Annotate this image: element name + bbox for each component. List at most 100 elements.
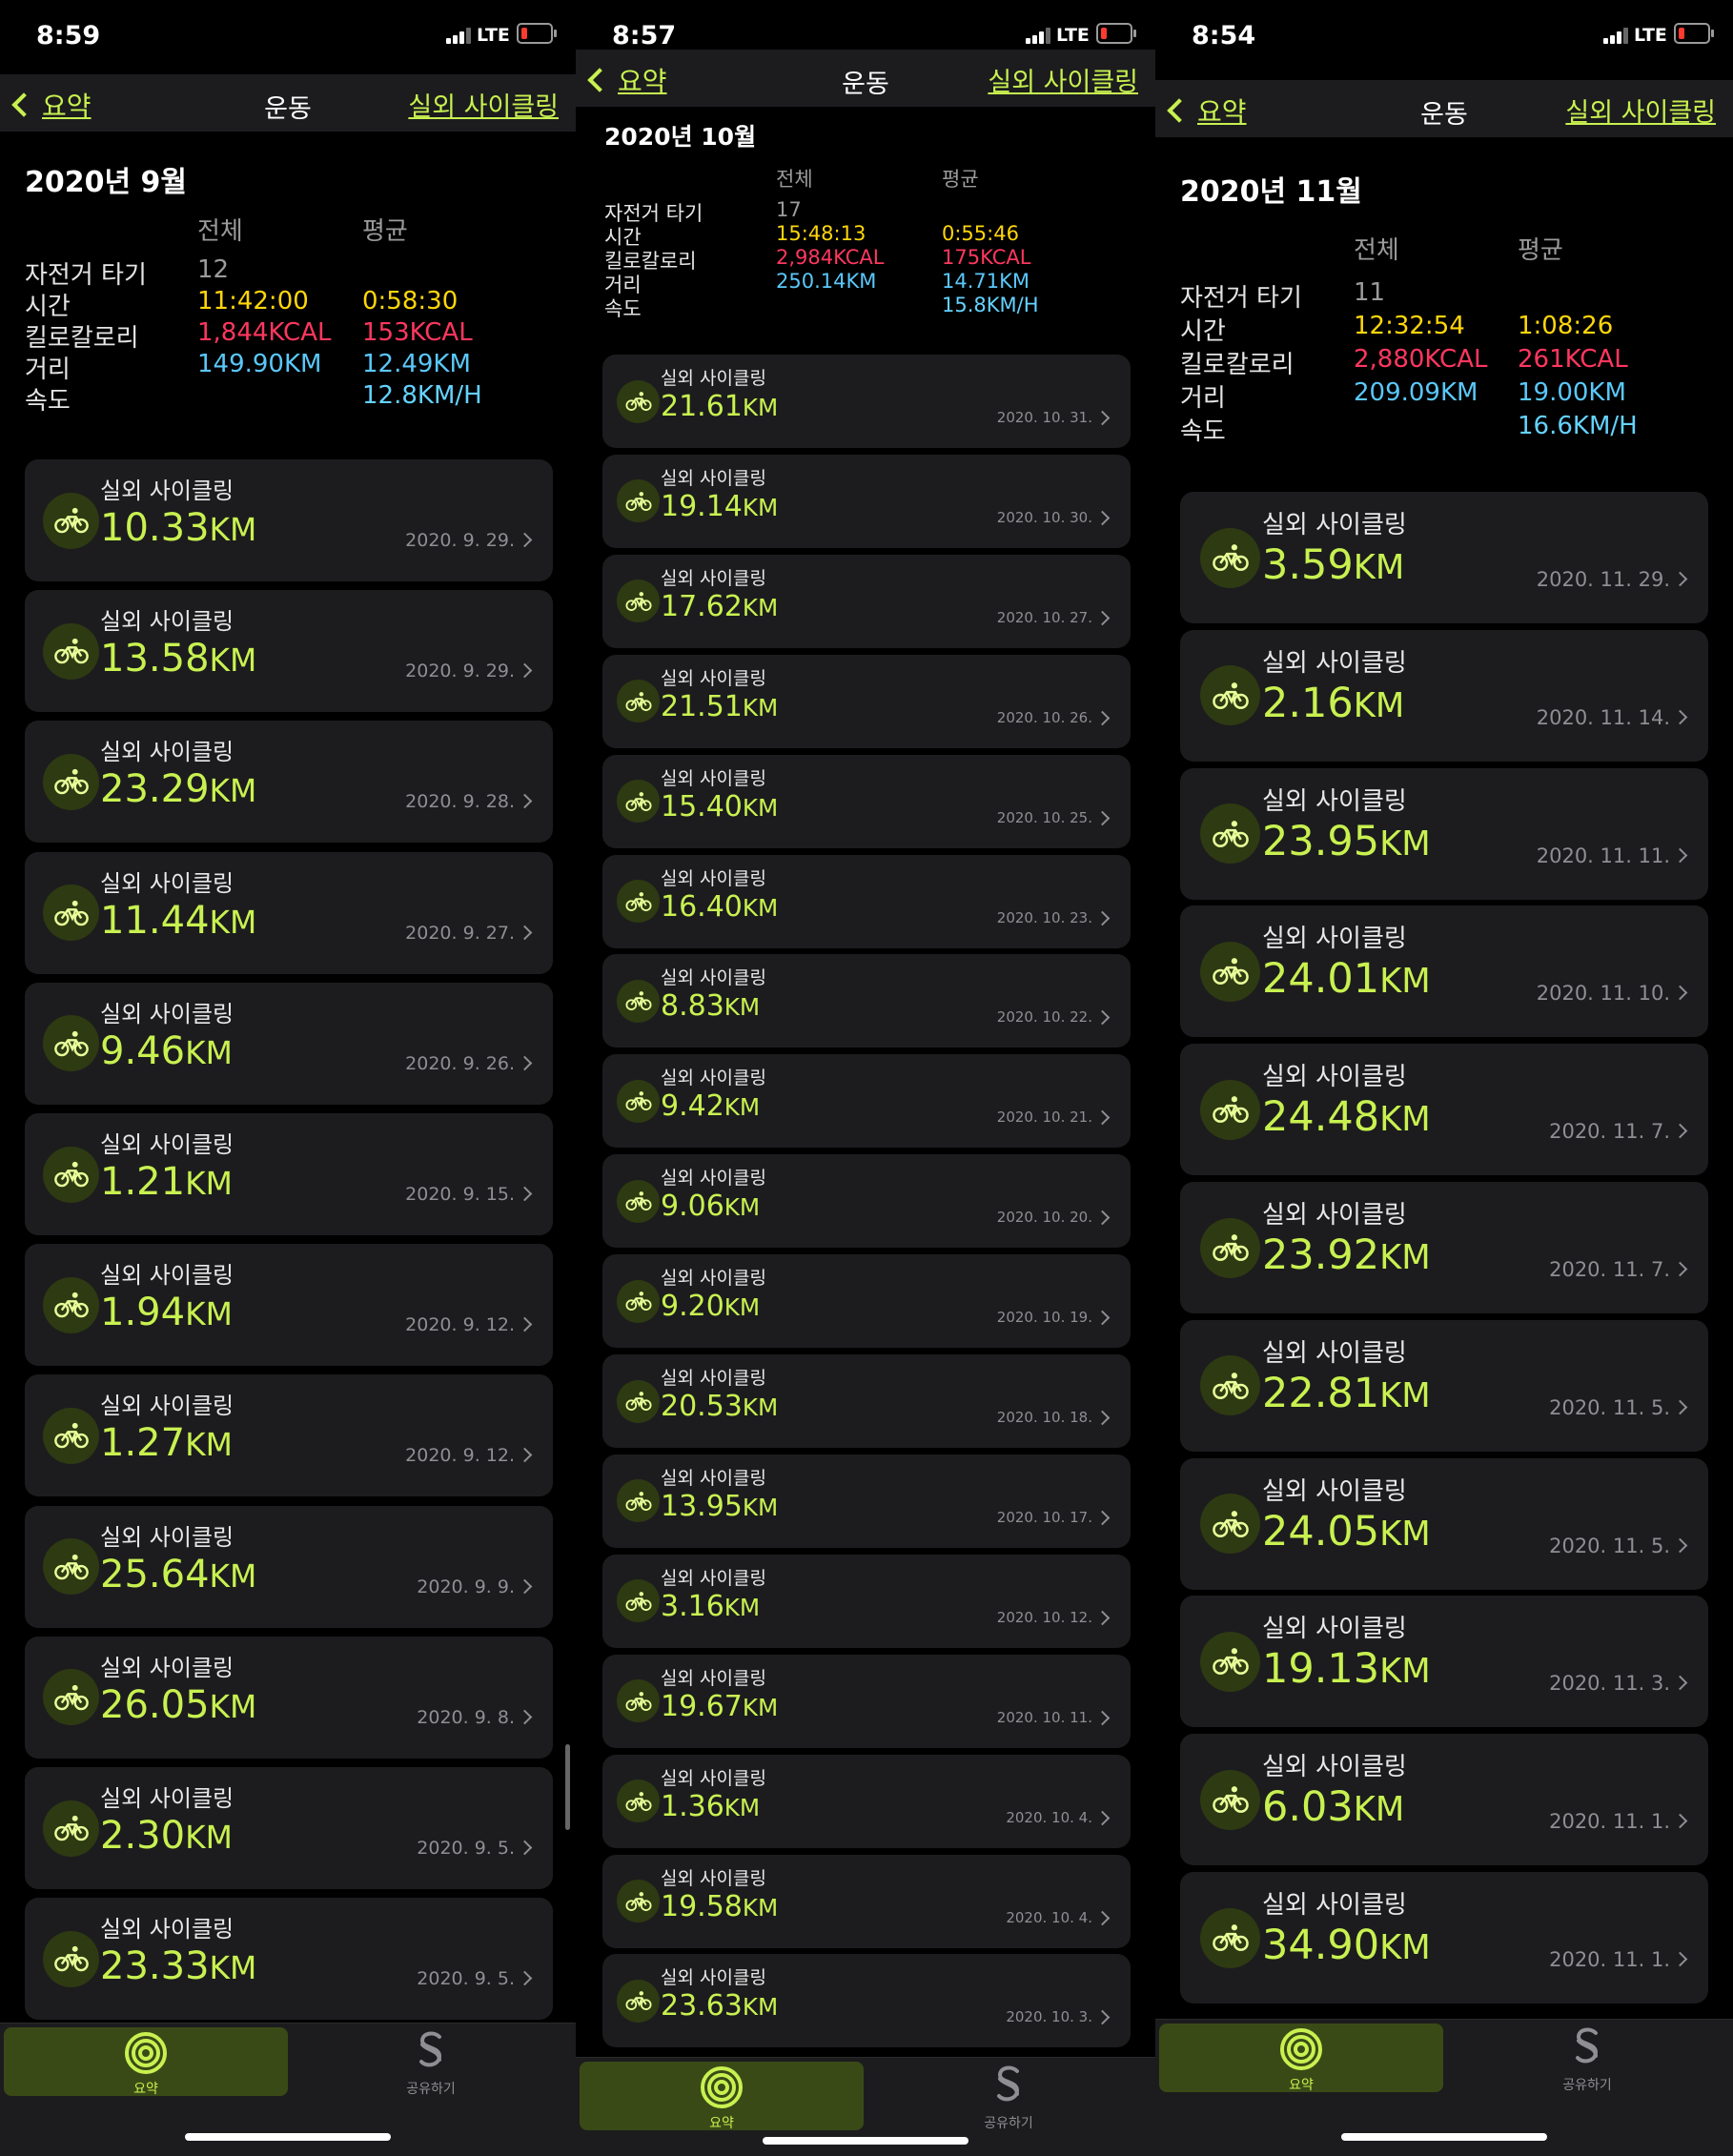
workout-title: 실외 사이클링 xyxy=(1262,1338,1407,1368)
workout-row[interactable]: 실외 사이클링 17.62KM 2020. 10. 27. xyxy=(602,554,1131,648)
workout-row[interactable]: 실외 사이클링 23.95KM 2020. 11. 11. xyxy=(1180,767,1708,900)
distance-unit: KM xyxy=(185,1166,233,1202)
workout-row[interactable]: 실외 사이클링 24.48KM 2020. 11. 7. xyxy=(1180,1044,1708,1176)
distance-unit: KM xyxy=(1379,1514,1431,1554)
workout-row[interactable]: 실외 사이클링 19.13KM 2020. 11. 3. xyxy=(1180,1596,1708,1728)
back-button[interactable]: 요약 xyxy=(1167,92,1247,130)
workout-row[interactable]: 실외 사이클링 20.53KM 2020. 10. 18. xyxy=(602,1354,1131,1448)
chevron-right-icon xyxy=(1094,1610,1111,1626)
bicycle-icon xyxy=(43,492,99,549)
workout-row[interactable]: 실외 사이클링 8.83KM 2020. 10. 22. xyxy=(602,954,1131,1048)
distance-value: 19.58 xyxy=(661,1889,743,1923)
workout-title: 실외 사이클링 xyxy=(1262,786,1407,816)
workout-date: 2020. 11. 11. xyxy=(1536,844,1670,867)
workout-row[interactable]: 실외 사이클링 9.46KM 2020. 9. 26. xyxy=(25,982,553,1105)
workout-row[interactable]: 실외 사이클링 23.33KM 2020. 9. 5. xyxy=(25,1898,553,2021)
workout-row[interactable]: 실외 사이클링 34.90KM 2020. 11. 1. xyxy=(1180,1872,1708,2003)
workout-row[interactable]: 실외 사이클링 1.36KM 2020. 10. 4. xyxy=(602,1754,1131,1848)
workout-distance: 13.95KM xyxy=(661,1490,778,1523)
workout-row[interactable]: 실외 사이클링 13.95KM 2020. 10. 17. xyxy=(602,1454,1131,1548)
workout-row[interactable]: 실외 사이클링 3.16KM 2020. 10. 12. xyxy=(602,1554,1131,1648)
bicycle-icon xyxy=(1200,1631,1260,1692)
workout-row[interactable]: 실외 사이클링 9.06KM 2020. 10. 20. xyxy=(602,1154,1131,1249)
workout-date: 2020. 10. 4. xyxy=(1006,1908,1092,1926)
workout-row[interactable]: 실외 사이클링 1.94KM 2020. 9. 12. xyxy=(25,1244,553,1367)
workout-row[interactable]: 실외 사이클링 25.64KM 2020. 9. 9. xyxy=(25,1505,553,1628)
bicycle-icon xyxy=(617,979,660,1023)
workout-date: 2020. 11. 7. xyxy=(1549,1120,1670,1144)
workout-distance: 24.05KM xyxy=(1262,1508,1431,1556)
back-button[interactable]: 요약 xyxy=(11,86,92,124)
tab-summary[interactable]: 요약 xyxy=(580,2062,864,2131)
workout-type-filter-link[interactable]: 실외 사이클링 xyxy=(1565,98,1716,128)
workout-row[interactable]: 실외 사이클링 19.14KM 2020. 10. 30. xyxy=(602,454,1131,548)
workout-distance: 9.20KM xyxy=(661,1290,760,1323)
chevron-right-icon xyxy=(517,1055,533,1071)
chevron-right-icon xyxy=(1672,1261,1688,1277)
workout-row[interactable]: 실외 사이클링 9.20KM 2020. 10. 19. xyxy=(602,1254,1131,1349)
workout-row[interactable]: 실외 사이클링 22.81KM 2020. 11. 5. xyxy=(1180,1319,1708,1452)
workout-row[interactable]: 실외 사이클링 24.05KM 2020. 11. 5. xyxy=(1180,1457,1708,1590)
chevron-right-icon xyxy=(517,794,533,809)
workout-row[interactable]: 실외 사이클링 15.40KM 2020. 10. 25. xyxy=(602,754,1131,848)
workout-row[interactable]: 실외 사이클링 6.03KM 2020. 11. 1. xyxy=(1180,1734,1708,1866)
tab-share[interactable]: 공유하기 xyxy=(923,2065,1094,2132)
workout-distance: 22.81KM xyxy=(1262,1370,1431,1417)
workout-row[interactable]: 실외 사이클링 13.58KM 2020. 9. 29. xyxy=(25,590,553,713)
workout-type-filter-link[interactable]: 실외 사이클링 xyxy=(988,68,1138,97)
workout-row[interactable]: 실외 사이클링 2.16KM 2020. 11. 14. xyxy=(1180,629,1708,762)
summary-col-total: 전체 xyxy=(197,217,243,246)
summary-average-value: 15.8KM/H xyxy=(942,294,1039,316)
workout-row[interactable]: 실외 사이클링 11.44KM 2020. 9. 27. xyxy=(25,851,553,974)
workout-title: 실외 사이클링 xyxy=(661,1268,766,1290)
workout-distance: 23.29KM xyxy=(100,767,256,811)
tab-share[interactable]: 공유하기 xyxy=(1501,2027,1673,2094)
distance-unit: KM xyxy=(209,512,257,548)
tab-summary[interactable]: 요약 xyxy=(1159,2024,1443,2093)
workout-row[interactable]: 실외 사이클링 21.61KM 2020. 10. 31. xyxy=(602,355,1131,448)
chevron-right-icon xyxy=(517,1448,533,1463)
bicycle-icon xyxy=(43,1669,99,1726)
sharing-icon xyxy=(1501,2027,1673,2071)
workout-row[interactable]: 실외 사이클링 9.42KM 2020. 10. 21. xyxy=(602,1054,1131,1149)
workout-row[interactable]: 실외 사이클링 16.40KM 2020. 10. 23. xyxy=(602,854,1131,948)
workout-distance: 19.14KM xyxy=(661,490,778,523)
workout-date: 2020. 11. 1. xyxy=(1549,1948,1670,1971)
tab-share[interactable]: 공유하기 xyxy=(345,2031,517,2098)
workout-title: 실외 사이클링 xyxy=(100,478,234,504)
workout-row[interactable]: 실외 사이클링 1.21KM 2020. 9. 15. xyxy=(25,1113,553,1235)
workout-row[interactable]: 실외 사이클링 21.51KM 2020. 10. 26. xyxy=(602,654,1131,748)
bicycle-icon xyxy=(617,1979,660,2023)
bicycle-icon xyxy=(1200,665,1260,726)
phone-screen-3: 8:54 LTE 요약 운동 실외 사이클링 2020년 11월 전체 평균 자전거 타기 11 시… xyxy=(1155,0,1733,2156)
workout-row[interactable]: 실외 사이클링 26.05KM 2020. 9. 8. xyxy=(25,1636,553,1759)
workout-type-filter-link[interactable]: 실외 사이클링 xyxy=(408,92,559,122)
distance-unit: KM xyxy=(742,1493,779,1521)
workout-row[interactable]: 실외 사이클링 3.59KM 2020. 11. 29. xyxy=(1180,492,1708,623)
workout-row[interactable]: 실외 사이클링 10.33KM 2020. 9. 29. xyxy=(25,459,553,581)
workout-row[interactable]: 실외 사이클링 24.01KM 2020. 11. 10. xyxy=(1180,905,1708,1038)
distance-value: 24.01 xyxy=(1262,955,1380,1004)
workout-row[interactable]: 실외 사이클링 23.92KM 2020. 11. 7. xyxy=(1180,1182,1708,1313)
workout-distance: 8.83KM xyxy=(661,989,760,1023)
workout-row[interactable]: 실외 사이클링 19.67KM 2020. 10. 11. xyxy=(602,1654,1131,1748)
workout-row[interactable]: 실외 사이클링 1.27KM 2020. 9. 12. xyxy=(25,1374,553,1497)
scroll-indicator xyxy=(565,1744,570,1830)
workout-date: 2020. 10. 23. xyxy=(996,908,1092,926)
distance-unit: KM xyxy=(209,773,257,810)
distance-unit: KM xyxy=(1379,1238,1431,1277)
bicycle-icon xyxy=(617,1379,660,1423)
workout-distance: 19.13KM xyxy=(1262,1645,1431,1693)
workout-date: 2020. 11. 5. xyxy=(1549,1534,1670,1557)
workout-row[interactable]: 실외 사이클링 19.58KM 2020. 10. 4. xyxy=(602,1854,1131,1948)
workout-row[interactable]: 실외 사이클링 2.30KM 2020. 9. 5. xyxy=(25,1767,553,1889)
distance-unit: KM xyxy=(1379,1928,1431,1967)
back-button[interactable]: 요약 xyxy=(587,61,667,99)
workout-title: 실외 사이클링 xyxy=(1262,511,1407,539)
distance-unit: KM xyxy=(724,1293,761,1322)
workout-row[interactable]: 실외 사이클링 23.29KM 2020. 9. 28. xyxy=(25,721,553,844)
bicycle-icon xyxy=(43,1407,99,1464)
workout-row[interactable]: 실외 사이클링 23.63KM 2020. 10. 3. xyxy=(602,1954,1131,2048)
workout-distance: 16.40KM xyxy=(661,890,778,924)
tab-summary[interactable]: 요약 xyxy=(4,2027,288,2097)
